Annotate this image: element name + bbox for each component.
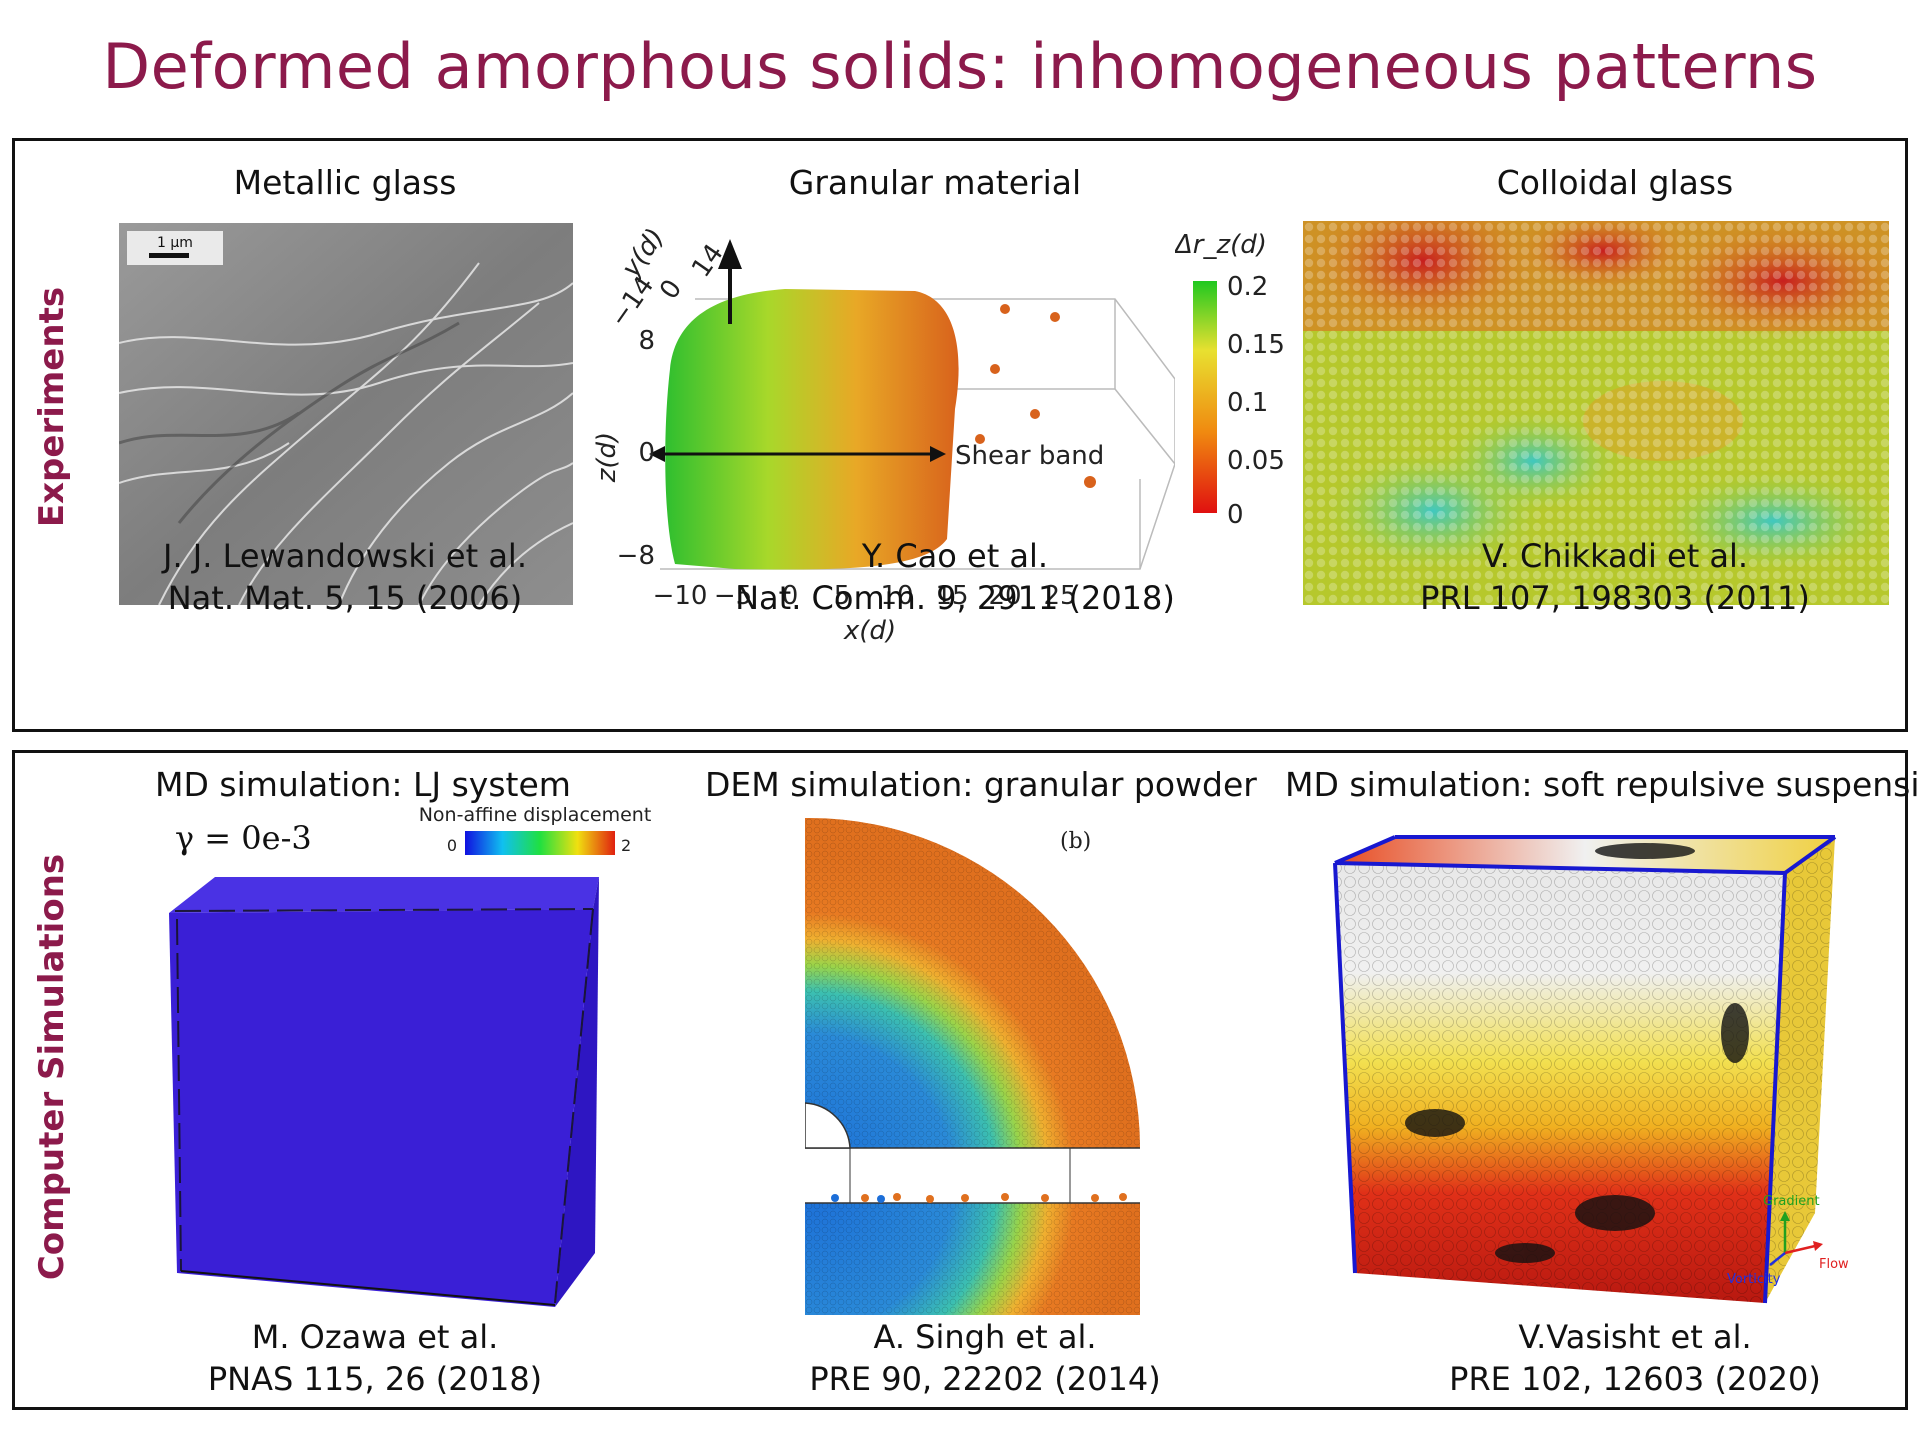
slide-title: Deformed amorphous solids: inhomogeneous… bbox=[102, 30, 1818, 103]
axis-flow-label: Flow bbox=[1819, 1257, 1849, 1272]
colorbar-tick: 0.1 bbox=[1227, 388, 1268, 418]
strain-label: γ = 0e-3 bbox=[175, 819, 312, 857]
lj-heading: MD simulation: LJ system bbox=[155, 765, 571, 804]
colorbar-max: 2 bbox=[621, 836, 631, 855]
shear-band-label: Shear band bbox=[955, 441, 1104, 471]
colloidal-glass-heading: Colloidal glass bbox=[1496, 163, 1734, 202]
colorbar-min: 0 bbox=[447, 836, 457, 855]
cao-ref: Nat. Comm. 9, 2911 (2018) bbox=[735, 579, 1175, 617]
x-tick: 0 bbox=[782, 581, 799, 611]
chikkadi-ref: PRL 107, 198303 (2011) bbox=[1420, 579, 1810, 617]
suspension-heading: MD simulation: soft repulsive suspension bbox=[1285, 765, 1920, 804]
suspension-cube: Gradient Flow Vorticity bbox=[1333, 835, 1849, 1304]
ozawa-ref: PNAS 115, 26 (2018) bbox=[207, 1360, 543, 1398]
lj-colorbar: Non-affine displacement 0 2 bbox=[419, 804, 652, 855]
dem-heading: DEM simulation: granular powder bbox=[705, 765, 1257, 804]
vasisht-author: V.Vasisht et al. bbox=[1518, 1318, 1752, 1356]
simulations-panel: Computer Simulations MD simulation: LJ s… bbox=[12, 750, 1920, 1410]
experiments-panel: Experiments Metallic glass Granular mate… bbox=[12, 138, 1908, 732]
colorbar-tick: 0 bbox=[1227, 500, 1244, 530]
scale-bar-label: 1 μm bbox=[157, 235, 193, 251]
axis-gradient-label: Gradient bbox=[1763, 1194, 1820, 1209]
axis-vorticity-label: Vorticity bbox=[1727, 1272, 1781, 1287]
x-tick: −5 bbox=[714, 581, 752, 611]
x-tick: −10 bbox=[653, 581, 708, 611]
z-tick: 8 bbox=[638, 326, 655, 356]
colorbar-tick: 0.2 bbox=[1227, 272, 1268, 302]
z-tick: −8 bbox=[617, 541, 655, 571]
lj-cube bbox=[169, 877, 599, 1307]
granular-plot: Shear band −10 −5 0 5 10 15 20 25 x(d) 8… bbox=[592, 223, 1175, 646]
lewandowski-author: J. J. Lewandowski et al. bbox=[163, 537, 527, 575]
singh-author: A. Singh et al. bbox=[873, 1318, 1097, 1356]
colloidal-glass-image bbox=[1303, 221, 1889, 605]
vasisht-ref: PRE 102, 12603 (2020) bbox=[1449, 1360, 1821, 1398]
colorbar-label: Δr_z(d) bbox=[1175, 230, 1267, 260]
lewandowski-ref: Nat. Mat. 5, 15 (2006) bbox=[167, 579, 523, 617]
granular-material-heading: Granular material bbox=[788, 163, 1082, 202]
simulations-label: Computer Simulations bbox=[32, 853, 72, 1281]
metallic-glass-heading: Metallic glass bbox=[233, 163, 457, 202]
metallic-glass-image: 1 μm bbox=[119, 223, 573, 605]
colorbar-tick: 0.15 bbox=[1227, 330, 1285, 360]
x-axis-label: x(d) bbox=[843, 616, 896, 646]
x-tick: 10 bbox=[880, 581, 913, 611]
z-axis-label: z(d) bbox=[592, 432, 622, 483]
colorbar-title: Non-affine displacement bbox=[419, 804, 652, 826]
cao-author: Y. Cao et al. bbox=[861, 537, 1049, 575]
colorbar-tick: 0.05 bbox=[1227, 446, 1285, 476]
chikkadi-author: V. Chikkadi et al. bbox=[1481, 537, 1749, 575]
x-tick: 20 bbox=[988, 581, 1021, 611]
x-tick: 5 bbox=[834, 581, 851, 611]
y-tick: 14 bbox=[686, 239, 730, 283]
z-tick: 0 bbox=[638, 438, 655, 468]
dem-image: (b) bbox=[805, 818, 1140, 1315]
ozawa-author: M. Ozawa et al. bbox=[251, 1318, 499, 1356]
experiments-label: Experiments bbox=[32, 286, 72, 528]
x-tick: 25 bbox=[1043, 581, 1076, 611]
y-tick: 0 bbox=[654, 274, 688, 305]
dem-panel-label: (b) bbox=[1060, 829, 1091, 854]
granular-colorbar: Δr_z(d) 0.2 0.15 0.1 0.05 0 bbox=[1175, 230, 1285, 530]
x-tick: 15 bbox=[935, 581, 968, 611]
singh-ref: PRE 90, 22202 (2014) bbox=[809, 1360, 1161, 1398]
y-tick: −14 bbox=[604, 271, 660, 333]
